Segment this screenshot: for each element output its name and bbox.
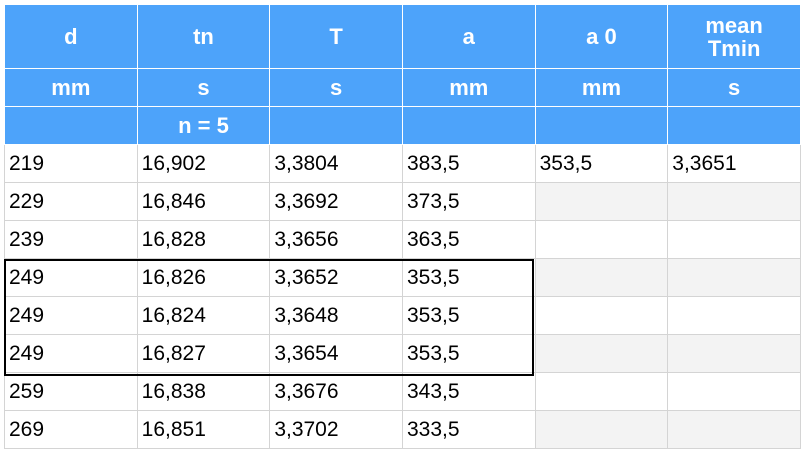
sub-cell-T[interactable] <box>269 106 403 145</box>
header-mean-line1: mean <box>705 12 763 38</box>
header-cell-T[interactable]: T <box>269 4 403 69</box>
cell[interactable]: 269 <box>4 410 138 449</box>
unit-cell-a[interactable]: mm <box>401 68 536 107</box>
sub-cell-a[interactable] <box>401 106 536 145</box>
header-cell-a0[interactable]: a 0 <box>534 4 669 69</box>
cell[interactable]: 16,828 <box>136 220 271 259</box>
table-row: 229 16,846 3,3692 373,5 <box>4 182 801 221</box>
cell[interactable]: 3,3702 <box>269 410 403 449</box>
cell[interactable]: 3,3676 <box>269 372 403 411</box>
unit-cell-d[interactable]: mm <box>4 68 138 107</box>
cell[interactable] <box>534 334 669 373</box>
header-cell-a[interactable]: a <box>401 4 536 69</box>
unit-cell-mean-tmin[interactable]: s <box>667 68 801 107</box>
spreadsheet-grid: d tn T a a 0 mean Tmin mm s s mm mm s n =… <box>4 4 801 449</box>
cell[interactable]: 259 <box>4 372 138 411</box>
table-row: 249 16,827 3,3654 353,5 <box>4 334 801 373</box>
cell[interactable]: 3,3804 <box>269 144 403 183</box>
cell[interactable]: 249 <box>4 296 138 335</box>
cell[interactable] <box>667 182 801 221</box>
header-cell-tn[interactable]: tn <box>136 4 271 69</box>
cell[interactable]: 16,851 <box>136 410 271 449</box>
sub-cell-mean-tmin[interactable] <box>667 106 801 145</box>
cell[interactable] <box>667 258 801 297</box>
table-row: 249 16,824 3,3648 353,5 <box>4 296 801 335</box>
cell[interactable]: 249 <box>4 258 138 297</box>
cell[interactable]: 353,5 <box>401 296 536 335</box>
header-row-names: d tn T a a 0 mean Tmin <box>4 4 801 69</box>
cell[interactable]: 353,5 <box>401 334 536 373</box>
cell[interactable] <box>667 372 801 411</box>
cell[interactable]: 343,5 <box>401 372 536 411</box>
cell[interactable]: 219 <box>4 144 138 183</box>
cell[interactable]: 3,3651 <box>667 144 801 183</box>
cell[interactable]: 16,824 <box>136 296 271 335</box>
header-cell-d[interactable]: d <box>4 4 138 69</box>
header-row-sub: n = 5 <box>4 106 801 145</box>
cell[interactable] <box>534 296 669 335</box>
cell[interactable]: 16,902 <box>136 144 271 183</box>
cell[interactable]: 3,3656 <box>269 220 403 259</box>
cell[interactable]: 353,5 <box>401 258 536 297</box>
cell[interactable] <box>667 220 801 259</box>
cell[interactable] <box>667 296 801 335</box>
cell[interactable]: 16,827 <box>136 334 271 373</box>
cell[interactable] <box>534 410 669 449</box>
cell[interactable]: 229 <box>4 182 138 221</box>
table-row: 259 16,838 3,3676 343,5 <box>4 372 801 411</box>
table-row: 219 16,902 3,3804 383,5 353,5 3,3651 <box>4 144 801 183</box>
table-row: 269 16,851 3,3702 333,5 <box>4 410 801 449</box>
table-row: 239 16,828 3,3656 363,5 <box>4 220 801 259</box>
cell[interactable] <box>534 372 669 411</box>
data-table: d tn T a a 0 mean Tmin mm s s mm mm s n =… <box>4 4 801 449</box>
cell[interactable]: 3,3648 <box>269 296 403 335</box>
cell[interactable] <box>534 220 669 259</box>
unit-cell-tn[interactable]: s <box>136 68 271 107</box>
cell[interactable]: 363,5 <box>401 220 536 259</box>
cell[interactable]: 16,846 <box>136 182 271 221</box>
cell[interactable] <box>667 334 801 373</box>
cell[interactable] <box>667 410 801 449</box>
cell[interactable]: 333,5 <box>401 410 536 449</box>
header-mean-line2: Tmin <box>707 35 761 61</box>
unit-cell-T[interactable]: s <box>269 68 403 107</box>
sub-cell-d[interactable] <box>4 106 138 145</box>
cell[interactable]: 383,5 <box>401 144 536 183</box>
header-row-units: mm s s mm mm s <box>4 68 801 107</box>
cell[interactable]: 353,5 <box>534 144 669 183</box>
table-row: 249 16,826 3,3652 353,5 <box>4 258 801 297</box>
cell[interactable]: 16,826 <box>136 258 271 297</box>
header-cell-mean-tmin[interactable]: mean Tmin <box>667 4 801 69</box>
cell[interactable]: 3,3654 <box>269 334 403 373</box>
cell[interactable]: 239 <box>4 220 138 259</box>
sub-cell-a0[interactable] <box>534 106 669 145</box>
cell[interactable]: 3,3652 <box>269 258 403 297</box>
sub-cell-tn[interactable]: n = 5 <box>136 106 271 145</box>
cell[interactable]: 3,3692 <box>269 182 403 221</box>
cell[interactable] <box>534 182 669 221</box>
cell[interactable]: 373,5 <box>401 182 536 221</box>
cell[interactable] <box>534 258 669 297</box>
cell[interactable]: 16,838 <box>136 372 271 411</box>
cell[interactable]: 249 <box>4 334 138 373</box>
unit-cell-a0[interactable]: mm <box>534 68 669 107</box>
